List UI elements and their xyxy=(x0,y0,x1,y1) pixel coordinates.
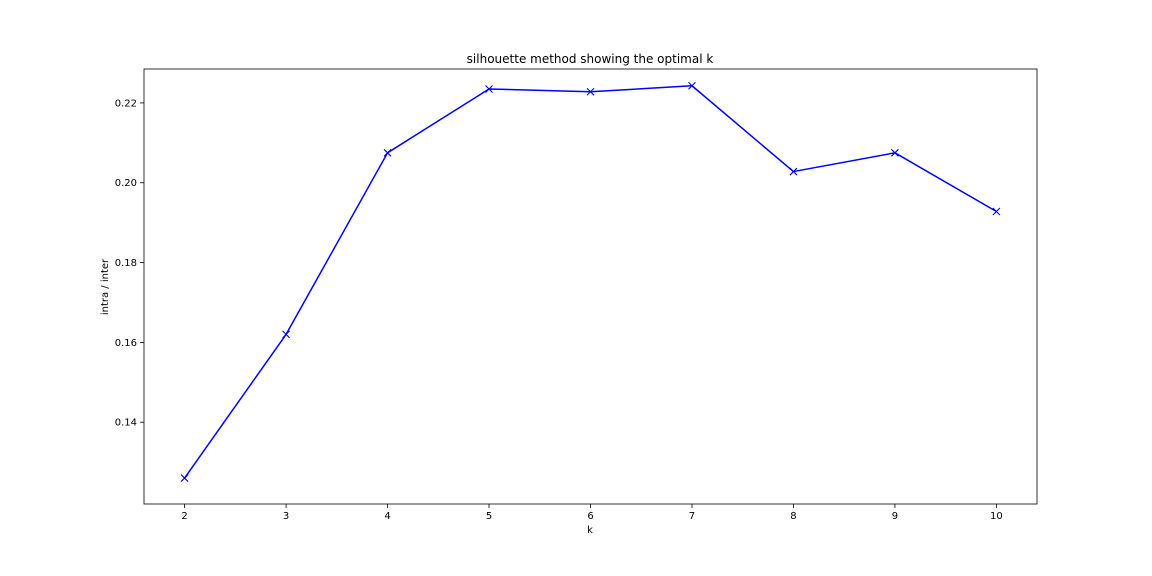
data-point-marker xyxy=(180,474,189,482)
data-point-marker xyxy=(789,167,798,176)
data-point-marker xyxy=(383,148,392,157)
y-tick-label: 0.18 xyxy=(115,258,137,269)
x-tick-label: 7 xyxy=(689,511,695,522)
data-point-marker xyxy=(891,148,899,157)
y-tick-label: 0.22 xyxy=(115,98,137,109)
y-tick-label: 0.14 xyxy=(115,418,137,429)
x-tick-label: 10 xyxy=(990,511,1003,522)
x-tick-label: 3 xyxy=(283,511,289,522)
y-tick-label: 0.20 xyxy=(115,178,137,189)
y-axis-label: intra / inter xyxy=(100,258,111,315)
x-axis-label: k xyxy=(587,525,593,536)
chart-title: silhouette method showing the optimal k xyxy=(467,52,714,66)
data-point-marker xyxy=(586,87,595,96)
plot-area: 2 3 4 5 6 7 8 9 10 0.14 0.16 0.18 0.20 0.22 xyxy=(115,68,1038,522)
x-tick-label: 6 xyxy=(587,511,593,522)
x-tick-label: 4 xyxy=(384,511,390,522)
x-tick-label: 8 xyxy=(790,511,796,522)
data-point-marker xyxy=(992,207,1001,216)
x-tick-label: 5 xyxy=(486,511,492,522)
x-tick-label: 2 xyxy=(181,511,187,522)
data-point-marker xyxy=(282,330,290,339)
x-tick-label: 9 xyxy=(892,511,898,522)
data-point-marker xyxy=(485,85,493,93)
y-tick-label: 0.16 xyxy=(115,338,137,349)
data-point-marker xyxy=(688,81,696,90)
